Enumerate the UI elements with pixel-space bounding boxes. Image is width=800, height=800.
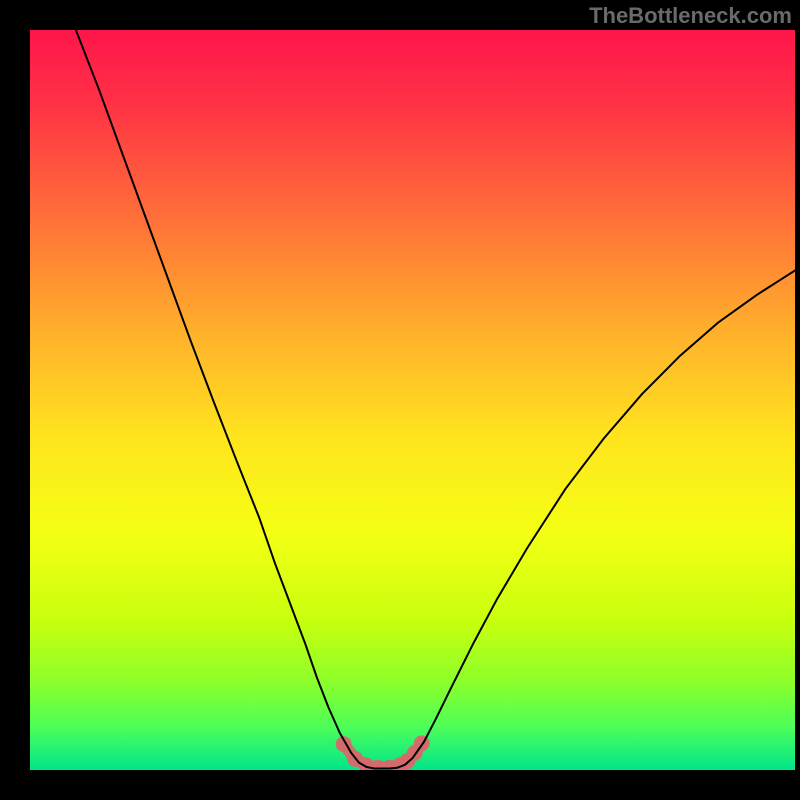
plot-area: [30, 30, 795, 770]
bottleneck-curve: [76, 30, 795, 769]
frame-left: [0, 0, 30, 800]
frame-bottom: [0, 770, 800, 800]
chart-svg: [30, 30, 795, 770]
watermark-text: TheBottleneck.com: [589, 3, 792, 29]
highlight-dot: [414, 735, 430, 751]
frame-right: [795, 0, 800, 800]
